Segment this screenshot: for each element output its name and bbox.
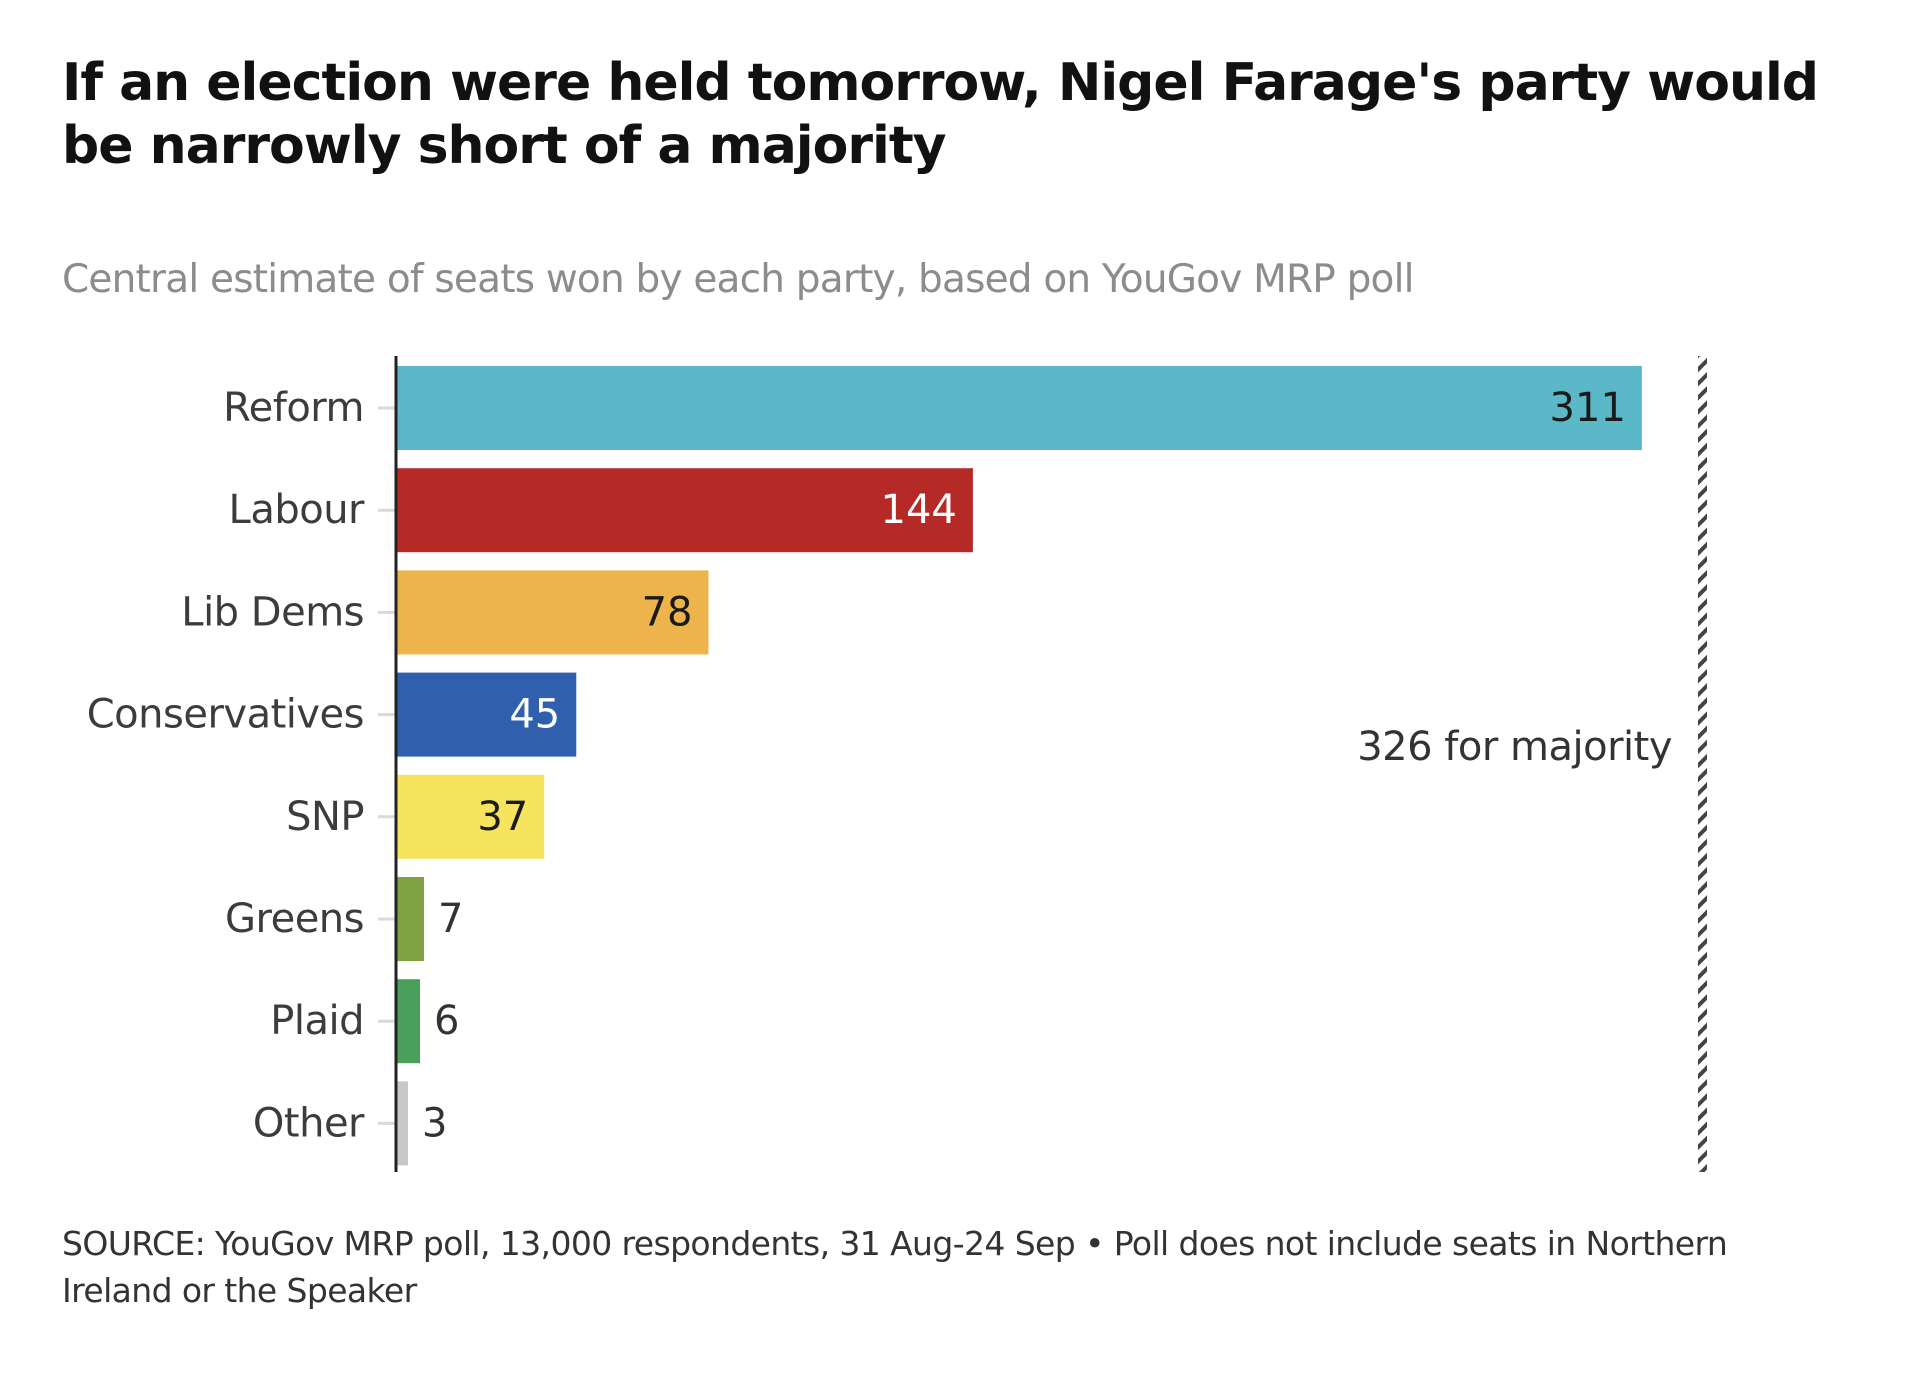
chart-title: If an election were held tomorrow, Nigel… (62, 53, 1819, 176)
bar-plaid (396, 979, 421, 1064)
bar-reform (396, 366, 1642, 450)
value-label-lib-dems: 78 (642, 589, 693, 635)
bar-labour (396, 468, 973, 553)
majority-line (1698, 356, 1707, 1172)
bar-snp (396, 774, 545, 859)
value-label-reform: 311 (1550, 385, 1626, 431)
bars-layer (378, 366, 1642, 1166)
value-label-greens: 7 (438, 896, 463, 942)
category-label-labour: Labour (229, 487, 366, 533)
value-label-conservatives: 45 (509, 692, 560, 738)
majority-reference: 326 for majority (1357, 356, 1707, 1172)
value-label-snp: 37 (477, 794, 528, 840)
value-label-labour: 144 (881, 487, 957, 533)
majority-label: 326 for majority (1357, 724, 1672, 770)
bar-other (396, 1081, 409, 1166)
bar-lib-dems (396, 570, 709, 655)
bar-greens (396, 877, 425, 961)
source-note: SOURCE: YouGov MRP poll, 13,000 responde… (62, 1224, 1728, 1310)
category-label-reform: Reform (223, 385, 364, 431)
category-label-plaid: Plaid (270, 998, 364, 1044)
category-label-greens: Greens (225, 896, 364, 942)
value-label-plaid: 6 (434, 998, 459, 1044)
category-label-snp: SNP (286, 794, 364, 840)
value-label-other: 3 (422, 1100, 447, 1146)
category-label-lib-dems: Lib Dems (181, 589, 364, 635)
labels-layer: Reform 311 Labour 144 Lib Dems 78 Conservative… (87, 385, 1626, 1146)
category-label-conservatives: Conservatives (87, 692, 364, 738)
category-label-other: Other (253, 1100, 365, 1146)
chart-subtitle: Central estimate of seats won by each pa… (62, 257, 1414, 302)
bar-conservatives (396, 672, 577, 757)
